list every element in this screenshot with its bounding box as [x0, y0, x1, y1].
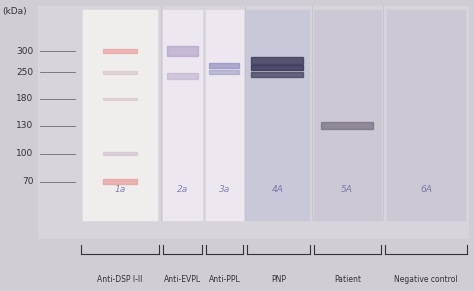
- Bar: [209, 63, 239, 68]
- Bar: [246, 10, 309, 220]
- Text: 300: 300: [17, 47, 34, 56]
- Text: 4A: 4A: [272, 185, 283, 194]
- Bar: [387, 10, 465, 220]
- Bar: [314, 10, 381, 220]
- Text: 130: 130: [17, 121, 34, 130]
- Text: 70: 70: [22, 177, 34, 186]
- Bar: [251, 57, 303, 64]
- Text: 3a: 3a: [219, 185, 230, 194]
- Text: PNP: PNP: [271, 275, 286, 284]
- Text: Anti-EVPL: Anti-EVPL: [164, 275, 201, 284]
- Bar: [251, 65, 303, 70]
- Text: 2a: 2a: [177, 185, 188, 194]
- Text: 250: 250: [17, 68, 34, 77]
- Text: Anti-PPL: Anti-PPL: [209, 275, 240, 284]
- Text: 6A: 6A: [420, 185, 432, 194]
- Bar: [102, 98, 137, 100]
- Bar: [206, 10, 243, 220]
- Bar: [102, 152, 137, 155]
- Text: 5A: 5A: [341, 185, 353, 194]
- Text: 180: 180: [17, 95, 34, 103]
- Bar: [83, 10, 156, 220]
- Bar: [163, 10, 202, 220]
- Text: Patient: Patient: [334, 275, 361, 284]
- Bar: [321, 123, 373, 129]
- Bar: [167, 73, 198, 79]
- Bar: [251, 72, 303, 77]
- Bar: [102, 49, 137, 53]
- Text: Anti-DSP I-II: Anti-DSP I-II: [97, 275, 143, 284]
- Bar: [102, 180, 137, 184]
- Text: 1a: 1a: [114, 185, 126, 194]
- Bar: [102, 71, 137, 74]
- Text: 100: 100: [17, 149, 34, 158]
- Bar: [209, 70, 239, 74]
- Text: (kDa): (kDa): [2, 7, 27, 16]
- Bar: [167, 46, 198, 56]
- Text: Negative control: Negative control: [394, 275, 458, 284]
